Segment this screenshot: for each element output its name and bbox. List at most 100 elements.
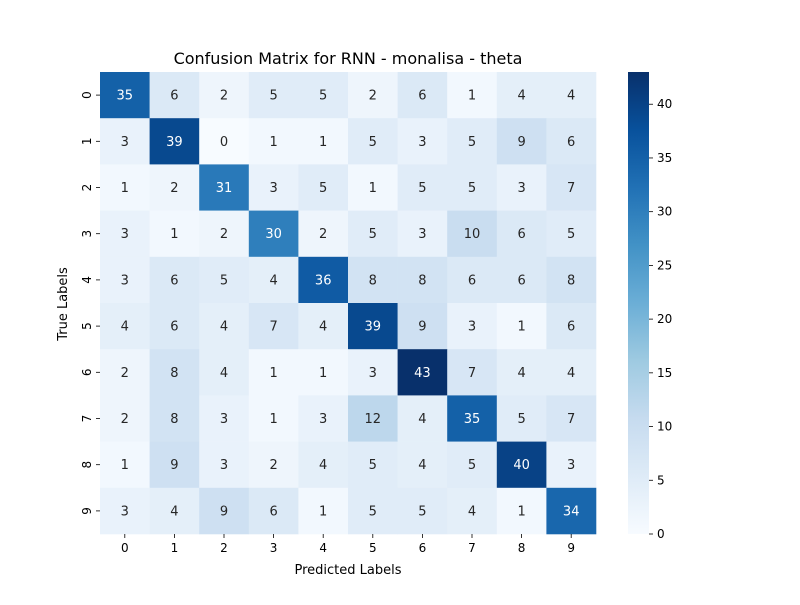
cell-value-label-8-7: 5 bbox=[468, 458, 476, 473]
heatmap-cell-1-9 bbox=[546, 118, 597, 165]
heatmap-cell-3-1 bbox=[149, 210, 200, 258]
heatmap-cell-4-0 bbox=[100, 256, 150, 304]
y-tick-label: 4 bbox=[80, 276, 94, 284]
y-axis-ticks: 0 1 2 3 4 5 6 7 8 9 bbox=[80, 91, 100, 515]
cell-value-label-6-8: 4 bbox=[517, 366, 525, 381]
heatmap-cell-4-7 bbox=[447, 256, 498, 304]
cell-value-label-1-3: 1 bbox=[269, 135, 277, 150]
x-axis-ticks: 0 1 2 3 4 5 6 7 8 9 bbox=[121, 534, 575, 555]
y-tick-label: 3 bbox=[80, 230, 94, 238]
heatmap-cell-0-5 bbox=[348, 72, 398, 119]
cell-value-label-3-5: 5 bbox=[369, 227, 377, 242]
cell-value-label-8-0: 1 bbox=[121, 458, 129, 473]
cell-value-label-4-0: 3 bbox=[121, 273, 129, 288]
x-tick-label: 1 bbox=[171, 541, 179, 555]
cell-value-label-6-0: 2 bbox=[121, 366, 129, 381]
y-tick-label: 2 bbox=[80, 184, 94, 192]
cell-value-label-7-9: 7 bbox=[567, 412, 575, 427]
heatmap-cell-3-3 bbox=[248, 210, 299, 258]
heatmap-cell-2-2 bbox=[199, 164, 250, 211]
cell-value-label-6-4: 1 bbox=[319, 366, 327, 381]
colorbar-tick-label: 20 bbox=[657, 312, 672, 326]
x-tick-label: 7 bbox=[468, 541, 476, 555]
heatmap-cells: 35 6 2 5 5 2 6 1 4 43 39 0 1 1 5 3 5 9 61 2 31 3 5 1 5 5 3 73 1 2 30 2 5… bbox=[100, 72, 597, 535]
heatmap-cell-6-2 bbox=[199, 349, 250, 396]
cell-value-label-6-9: 4 bbox=[567, 366, 575, 381]
cell-value-label-8-5: 5 bbox=[369, 458, 377, 473]
heatmap-cell-6-1 bbox=[149, 349, 200, 396]
cell-value-label-3-8: 6 bbox=[517, 227, 525, 242]
cell-value-label-1-6: 3 bbox=[418, 135, 426, 150]
cell-value-label-8-6: 4 bbox=[418, 458, 426, 473]
heatmap-cell-1-3 bbox=[248, 118, 299, 165]
heatmap-cell-5-6 bbox=[397, 303, 448, 350]
heatmap-cell-7-8 bbox=[496, 395, 547, 442]
heatmap-cell-5-0 bbox=[100, 303, 150, 350]
cell-value-label-9-0: 3 bbox=[121, 504, 129, 519]
heatmap-cell-4-3 bbox=[248, 256, 299, 304]
cell-value-label-6-3: 1 bbox=[269, 366, 277, 381]
cell-value-label-1-9: 6 bbox=[567, 135, 575, 150]
y-tick-label: 1 bbox=[80, 137, 94, 145]
heatmap-cell-6-7 bbox=[447, 349, 498, 396]
heatmap-cell-1-7 bbox=[447, 118, 498, 165]
heatmap-cell-0-1 bbox=[149, 72, 200, 119]
cell-value-label-0-6: 6 bbox=[418, 89, 426, 104]
cell-value-label-1-8: 9 bbox=[517, 135, 525, 150]
colorbar-tick-label: 15 bbox=[657, 366, 672, 380]
heatmap-cell-8-0 bbox=[100, 441, 150, 489]
heatmap-cell-7-5 bbox=[348, 395, 398, 442]
cell-value-label-7-6: 4 bbox=[418, 412, 426, 427]
cell-value-label-2-8: 3 bbox=[517, 181, 525, 196]
heatmap-cell-9-1 bbox=[149, 487, 200, 535]
heatmap-cell-8-2 bbox=[199, 441, 250, 489]
colorbar-tick-label: 10 bbox=[657, 420, 672, 434]
y-tick-label: 7 bbox=[80, 415, 94, 423]
cell-value-label-5-2: 4 bbox=[220, 320, 228, 335]
cell-value-label-5-3: 7 bbox=[269, 320, 277, 335]
cell-value-label-4-9: 8 bbox=[567, 273, 575, 288]
cell-value-label-9-1: 4 bbox=[170, 504, 178, 519]
heatmap-cell-1-4 bbox=[298, 118, 349, 165]
cell-value-label-3-2: 2 bbox=[220, 227, 228, 242]
colorbar: 0 5 10 15 20 25 30 35 40 bbox=[628, 72, 672, 541]
heatmap-cell-9-6 bbox=[397, 487, 448, 535]
heatmap-cell-4-8 bbox=[496, 256, 547, 304]
heatmap-cell-5-2 bbox=[199, 303, 250, 350]
cell-value-label-0-9: 4 bbox=[567, 89, 575, 104]
cell-value-label-5-9: 6 bbox=[567, 320, 575, 335]
heatmap-cell-6-3 bbox=[248, 349, 299, 396]
heatmap-cell-5-7 bbox=[447, 303, 498, 350]
heatmap-cell-3-9 bbox=[546, 210, 597, 258]
cell-value-label-8-8: 40 bbox=[513, 458, 530, 473]
y-axis-label: True Labels bbox=[56, 267, 71, 342]
heatmap-cell-3-5 bbox=[348, 210, 398, 258]
heatmap-cell-5-3 bbox=[248, 303, 299, 350]
cell-value-label-4-6: 8 bbox=[418, 273, 426, 288]
cell-value-label-1-7: 5 bbox=[468, 135, 476, 150]
cell-value-label-7-4: 3 bbox=[319, 412, 327, 427]
heatmap-cell-7-4 bbox=[298, 395, 349, 442]
heatmap-cell-4-9 bbox=[546, 256, 597, 304]
colorbar-tick-label: 40 bbox=[657, 97, 672, 111]
cell-value-label-8-4: 4 bbox=[319, 458, 327, 473]
heatmap-cell-6-0 bbox=[100, 349, 150, 396]
heatmap-cell-9-3 bbox=[248, 487, 299, 535]
cell-value-label-2-2: 31 bbox=[216, 181, 233, 196]
heatmap-cell-0-2 bbox=[199, 72, 250, 119]
cell-value-label-9-4: 1 bbox=[319, 504, 327, 519]
cell-value-label-7-5: 12 bbox=[365, 412, 382, 427]
cell-value-label-0-4: 5 bbox=[319, 89, 327, 104]
cell-value-label-5-8: 1 bbox=[517, 320, 525, 335]
heatmap-cell-5-9 bbox=[546, 303, 597, 350]
heatmap-cell-6-8 bbox=[496, 349, 547, 396]
heatmap-cell-8-9 bbox=[546, 441, 597, 489]
heatmap-cell-2-6 bbox=[397, 164, 448, 211]
heatmap-cell-6-6 bbox=[397, 349, 448, 396]
y-tick-label: 5 bbox=[80, 322, 94, 330]
heatmap-cell-8-1 bbox=[149, 441, 200, 489]
heatmap-cell-7-2 bbox=[199, 395, 250, 442]
heatmap-cell-9-2 bbox=[199, 487, 250, 535]
heatmap-cell-9-5 bbox=[348, 487, 398, 535]
